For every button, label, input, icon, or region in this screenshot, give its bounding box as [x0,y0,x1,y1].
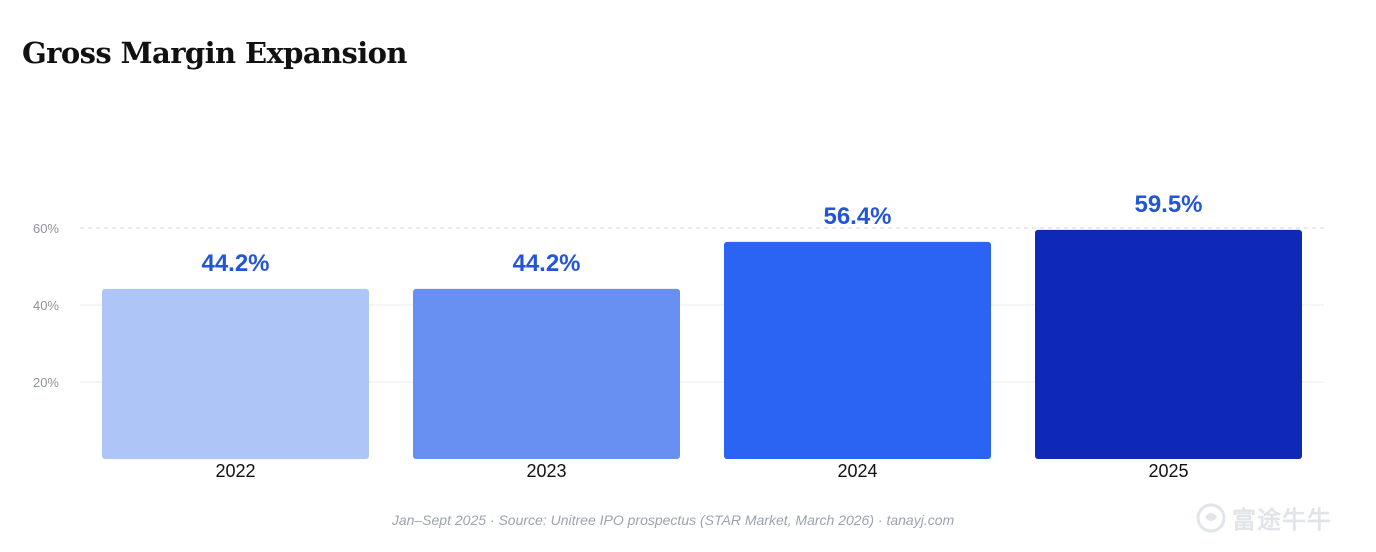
bar [102,288,369,459]
bar-chart: 20% 40% 60% 44.2% 2022 44.2% 2023 56.4% 2024 59.5… [33,191,1324,481]
watermark: 富途牛牛 [1196,500,1332,535]
y-tick-label: 20% [33,375,59,390]
chart-title: Gross Margin Expansion [22,36,408,70]
futu-logo-icon [1196,503,1226,532]
bar [413,288,680,459]
data-label: 56.4% [823,203,891,230]
x-tick-label: 2023 [526,461,566,481]
watermark-text: 富途牛牛 [1232,506,1332,534]
y-tick-label: 60% [33,221,59,236]
x-tick-label: 2024 [837,461,877,481]
y-tick-label: 40% [33,298,59,313]
x-tick-label: 2025 [1148,461,1188,481]
data-label: 44.2% [201,250,269,277]
bar [1035,229,1302,459]
x-tick-label: 2022 [215,461,255,481]
bar [724,241,991,459]
data-label: 44.2% [512,250,580,277]
data-label: 59.5% [1134,191,1202,218]
source-footnote: Jan–Sept 2025 · Source: Unitree IPO pros… [391,512,955,528]
